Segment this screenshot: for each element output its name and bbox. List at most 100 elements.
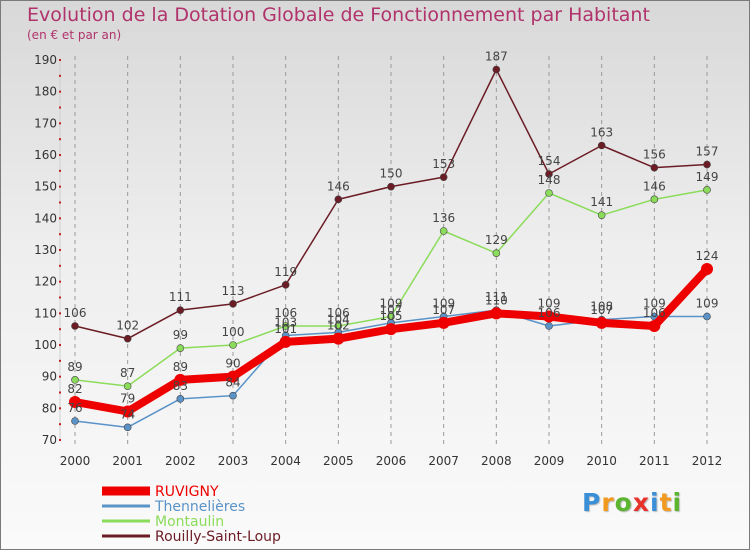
data-label: 106	[64, 306, 87, 320]
data-label: 109	[696, 297, 719, 311]
x-tick-label: 2007	[428, 454, 459, 468]
data-point	[703, 186, 711, 194]
data-label: 105	[380, 309, 403, 323]
data-point	[597, 211, 606, 219]
data-point	[492, 65, 501, 74]
legend-label: Rouilly-Saint-Loup	[155, 529, 281, 545]
y-minor-tick-mark	[59, 233, 61, 236]
data-label: 100	[222, 325, 245, 339]
data-label: 83	[173, 379, 188, 393]
y-tick-label: 80	[42, 401, 57, 415]
data-point	[492, 249, 501, 257]
data-label: 111	[169, 290, 192, 304]
data-label: 106	[538, 306, 561, 320]
data-point	[439, 173, 448, 181]
x-tick-label: 2003	[218, 454, 249, 468]
data-point	[595, 316, 608, 329]
y-tick-mark	[59, 122, 61, 125]
y-tick-mark	[59, 312, 61, 315]
data-point	[332, 332, 345, 345]
y-tick-mark	[59, 185, 61, 188]
data-label: 107	[380, 303, 403, 317]
data-point	[229, 341, 237, 349]
data-label: 109	[380, 297, 403, 311]
data-label: 106	[274, 306, 297, 320]
y-tick-mark	[59, 249, 61, 251]
data-label: 154	[538, 154, 561, 168]
y-minor-tick-mark	[59, 201, 61, 204]
data-label: 146	[327, 179, 350, 193]
data-point	[176, 395, 185, 403]
legend-label: Montaulin	[155, 514, 224, 530]
data-point	[648, 320, 661, 332]
legend-label: RUVIGNY	[155, 484, 219, 500]
data-label: 107	[432, 303, 455, 317]
data-label: 107	[590, 303, 613, 317]
data-point	[439, 227, 448, 235]
data-point	[437, 316, 450, 329]
data-point	[281, 322, 290, 330]
y-minor-tick-mark	[59, 74, 61, 77]
y-minor-tick-mark	[59, 296, 61, 299]
data-point	[123, 423, 132, 432]
data-label: 109	[643, 297, 666, 311]
y-tick-mark	[59, 407, 61, 410]
data-point	[227, 370, 239, 383]
data-point	[490, 307, 503, 320]
data-label: 187	[485, 50, 508, 64]
data-point	[71, 417, 79, 425]
y-tick-mark	[59, 439, 61, 441]
legend-label: Thennelières	[154, 499, 245, 515]
data-label: 102	[327, 319, 350, 333]
y-tick-mark	[59, 280, 61, 283]
data-point	[176, 306, 185, 314]
data-point	[545, 322, 553, 330]
data-label: 153	[432, 157, 455, 171]
y-tick-mark	[59, 154, 61, 156]
data-point	[545, 170, 553, 178]
data-point	[334, 195, 343, 204]
proxiti-logo: Proxiti	[582, 488, 683, 517]
y-tick-label: 110	[34, 306, 57, 320]
data-point	[174, 373, 187, 386]
data-point	[69, 396, 81, 408]
data-label: 113	[222, 284, 245, 298]
data-point	[123, 382, 132, 390]
data-label: 119	[274, 265, 297, 279]
data-point	[545, 189, 553, 197]
data-point	[229, 391, 237, 400]
data-point	[71, 322, 79, 330]
data-point	[703, 312, 711, 321]
x-tick-label: 2000	[60, 454, 91, 468]
y-tick-mark	[59, 344, 61, 346]
data-label: 136	[432, 211, 455, 225]
data-label: 106	[327, 306, 350, 320]
data-label: 156	[643, 148, 666, 162]
data-label: 102	[116, 319, 139, 333]
data-label: 149	[696, 170, 719, 184]
data-label: 150	[380, 167, 403, 181]
x-tick-label: 2011	[639, 454, 670, 468]
data-point	[279, 335, 292, 348]
x-tick-label: 2005	[323, 454, 354, 468]
data-point	[71, 376, 79, 384]
data-point	[281, 281, 290, 289]
y-minor-tick-mark	[59, 264, 61, 267]
data-label: 157	[696, 145, 719, 159]
data-point	[123, 334, 132, 343]
y-tick-mark	[59, 217, 61, 220]
data-label: 108	[590, 300, 613, 314]
data-point	[121, 405, 134, 418]
data-label: 163	[590, 126, 613, 140]
y-tick-label: 130	[34, 243, 57, 257]
data-point	[701, 263, 713, 275]
y-tick-label: 120	[34, 275, 57, 289]
x-tick-label: 2001	[112, 454, 143, 468]
data-point	[650, 195, 659, 204]
data-label: 90	[225, 357, 240, 371]
data-label: 89	[67, 360, 82, 374]
data-label: 111	[485, 290, 508, 304]
x-tick-label: 2012	[692, 454, 723, 468]
y-tick-label: 180	[34, 85, 57, 99]
